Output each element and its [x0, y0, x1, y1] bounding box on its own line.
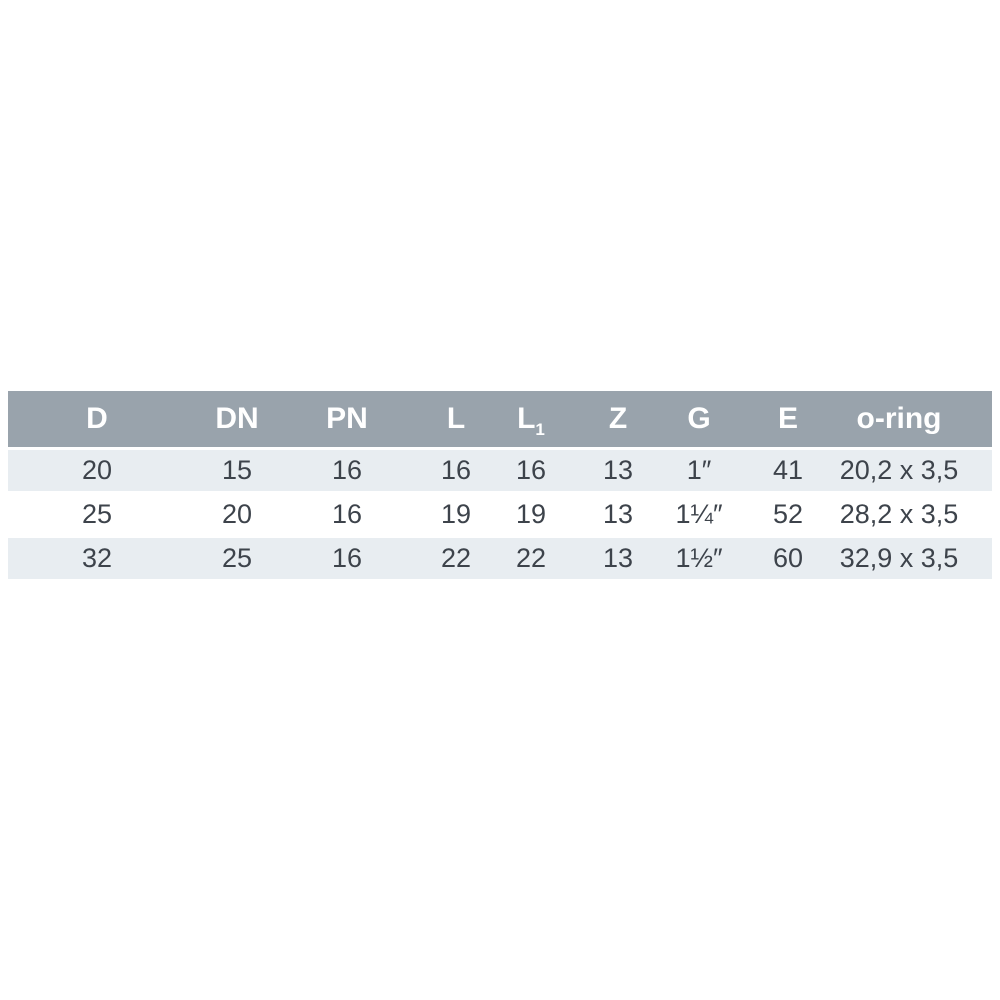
table-cell: 1¼″	[660, 494, 738, 538]
table-cell: 25	[168, 538, 292, 579]
header-label: DN	[215, 402, 259, 435]
header-label: G	[687, 402, 711, 435]
table-cell: 13	[576, 450, 660, 494]
table-cell: 28,2 x 3,5	[838, 494, 992, 538]
table-row: 20 15 16 16 16 13 1″ 41 20,2 x 3,5	[8, 450, 992, 494]
table-cell: 32,9 x 3,5	[838, 538, 992, 579]
table-cell: 20,2 x 3,5	[838, 450, 992, 494]
column-header-o-ring: o-ring	[838, 391, 992, 450]
column-header-e: E	[738, 391, 838, 450]
header-label: o-ring	[856, 402, 942, 435]
header-label: L	[446, 402, 466, 435]
table-cell: 13	[576, 494, 660, 538]
table-cell: 20	[168, 494, 292, 538]
table-cell: 22	[494, 538, 576, 579]
column-header-pn: PN	[292, 391, 402, 450]
header-subscript: 1	[535, 420, 545, 439]
table-cell: 41	[738, 450, 838, 494]
column-header-l1: L1	[494, 391, 576, 450]
table-cell: 19	[494, 494, 576, 538]
table-cell: 20	[8, 450, 168, 494]
header-row: D DN PN L L1 Z G E o-ring	[8, 391, 992, 450]
column-header-z: Z	[576, 391, 660, 450]
header-label: D	[86, 402, 108, 435]
table-cell: 16	[402, 450, 494, 494]
header-label: L	[517, 402, 536, 435]
header-label: PN	[326, 402, 368, 435]
table-cell: 16	[292, 494, 402, 538]
table-cell: 16	[292, 538, 402, 579]
header-label: Z	[608, 402, 628, 435]
column-header-d: D	[8, 391, 168, 450]
column-header-l: L	[402, 391, 494, 450]
table-cell: 1½″	[660, 538, 738, 579]
table-cell: 52	[738, 494, 838, 538]
header-label: E	[777, 402, 798, 435]
table-cell: 16	[292, 450, 402, 494]
column-header-dn: DN	[168, 391, 292, 450]
table-cell: 13	[576, 538, 660, 579]
table-cell: 1″	[660, 450, 738, 494]
table-cell: 25	[8, 494, 168, 538]
table-row: 25 20 16 19 19 13 1¼″ 52 28,2 x 3,5	[8, 494, 992, 538]
table-cell: 60	[738, 538, 838, 579]
table-cell: 32	[8, 538, 168, 579]
table-cell: 15	[168, 450, 292, 494]
table-cell: 19	[402, 494, 494, 538]
table-row: 32 25 16 22 22 13 1½″ 60 32,9 x 3,5	[8, 538, 992, 579]
column-header-g: G	[660, 391, 738, 450]
table-cell: 16	[494, 450, 576, 494]
table-cell: 22	[402, 538, 494, 579]
dimension-spec-table: D DN PN L L1 Z G E o-ring 20 15 16 16 16…	[8, 391, 992, 579]
